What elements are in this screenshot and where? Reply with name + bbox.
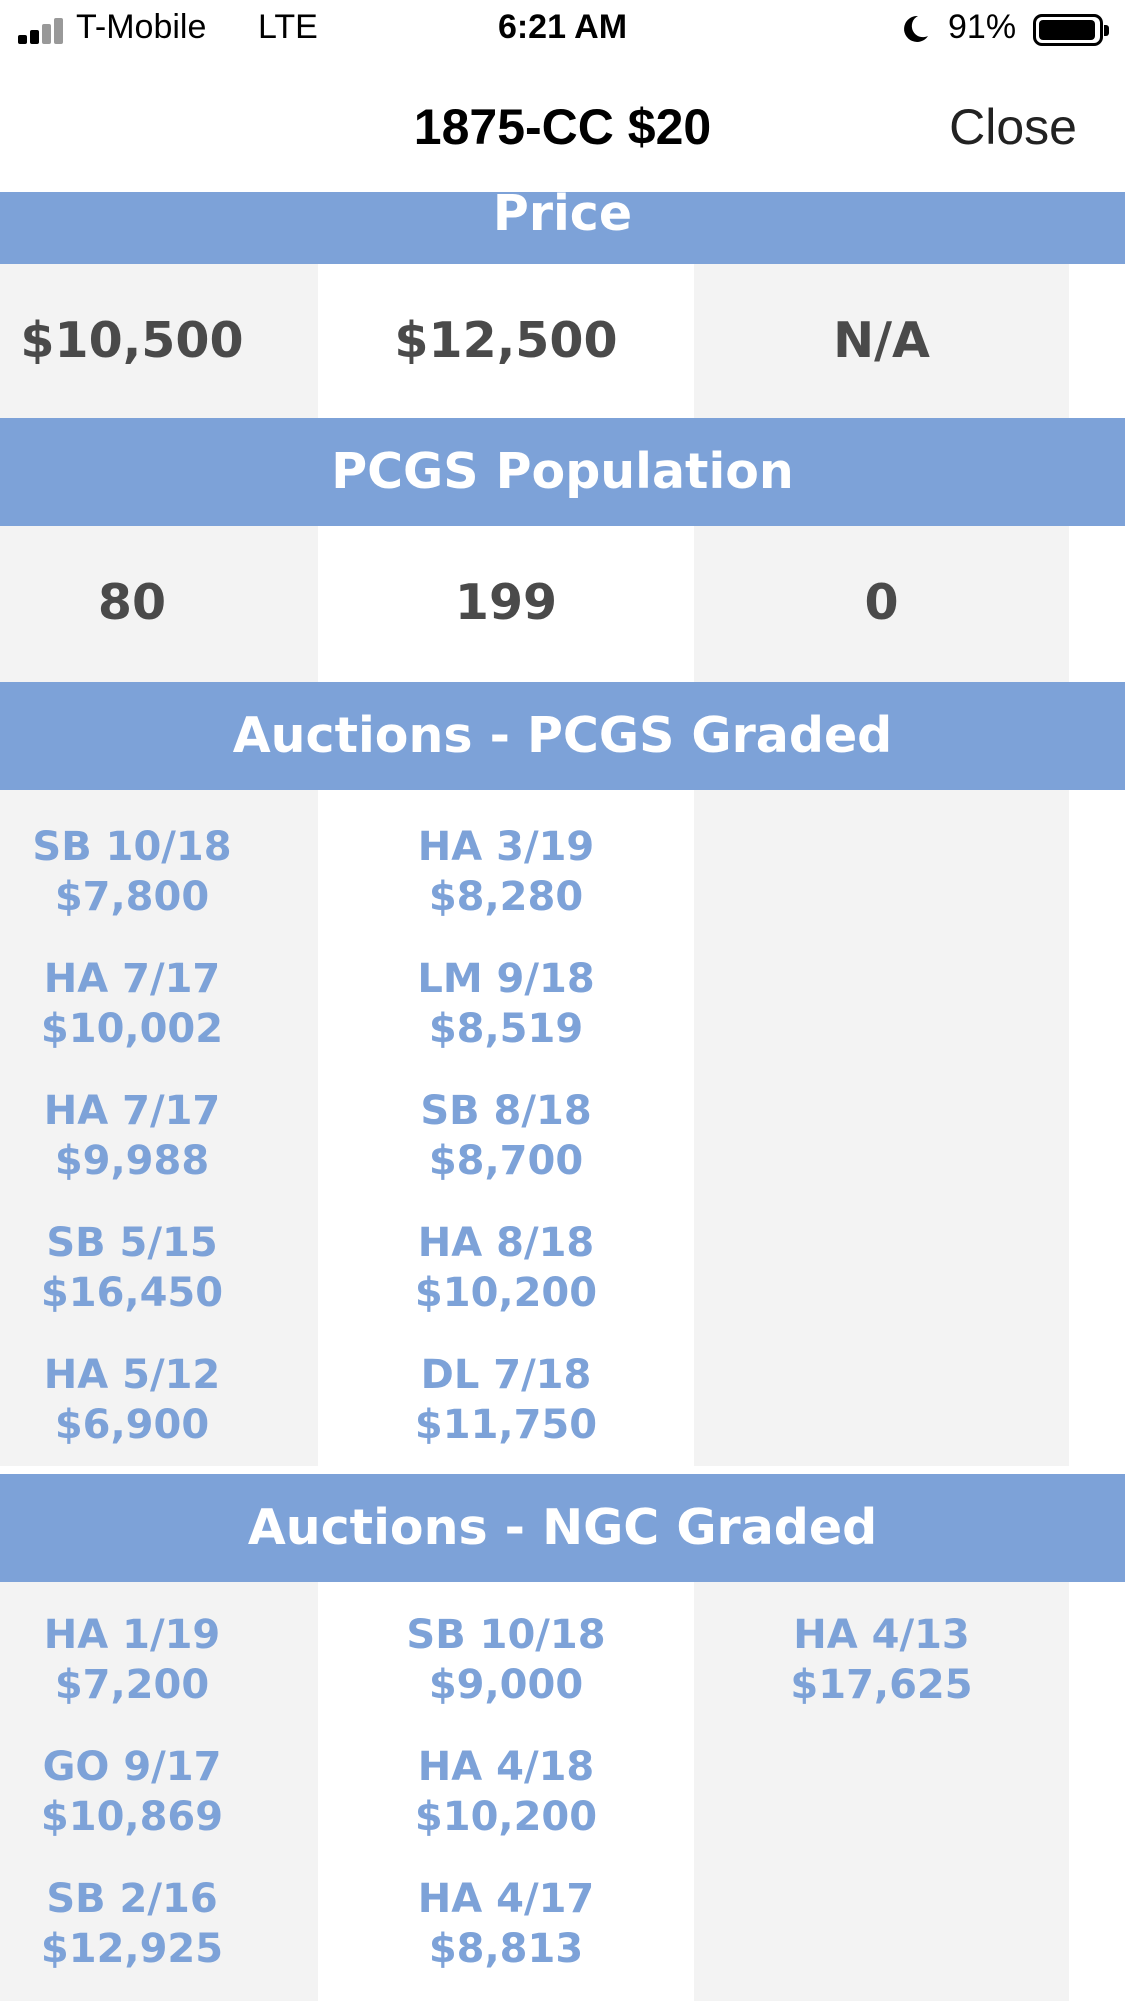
signal-icon (18, 18, 70, 44)
auction-sale: HA 3/19 (417, 824, 595, 870)
auction-price: $8,813 (428, 1926, 584, 1972)
auction-price: $10,869 (40, 1794, 224, 1840)
price-header: Price (0, 189, 1125, 264)
pcgs-auction-entry[interactable]: HA 3/19 $8,280 (318, 822, 694, 954)
auction-price: $7,800 (54, 874, 210, 920)
auction-price: $16,450 (40, 1270, 224, 1316)
auction-sale: HA 7/17 (43, 956, 221, 1002)
auction-price: $6,900 (54, 1402, 210, 1448)
auction-price: $11,750 (414, 1402, 598, 1448)
auction-sale: HA 4/17 (417, 1876, 595, 1922)
pcgs-auction-entry[interactable]: LM 9/18 $8,519 (318, 954, 694, 1086)
population-value: 80 (97, 574, 167, 631)
ngc-auction-column: HA 4/13 $17,625 (694, 1582, 1069, 1742)
pcgs-auction-entry[interactable]: HA 5/12 $6,900 (0, 1350, 264, 1482)
pcgs-auction-entry[interactable]: SB 5/15 $16,450 (0, 1218, 264, 1350)
pcgs-auction-entry[interactable]: DL 7/18 $11,750 (318, 1350, 694, 1482)
navigation-bar: 1875-CC $20 Close (0, 62, 1125, 192)
ngc-auctions-header: Auctions - NGC Graded (0, 1474, 1125, 1582)
auction-price: $8,519 (428, 1006, 584, 1052)
status-time: 6:21 AM (497, 8, 628, 46)
pcgs-auction-column (694, 790, 1069, 822)
auction-price: $10,200 (414, 1794, 598, 1840)
auction-sale: HA 1/19 (43, 1612, 221, 1658)
auction-price: $9,000 (428, 1662, 584, 1708)
pcgs-auction-column: SB 10/18 $7,800 HA 7/17 $10,002 HA 7/17 $9,98… (0, 790, 264, 1482)
ngc-auctions-header-label: Auctions - NGC Graded (247, 1499, 878, 1556)
price-row: $10,500 $12,500 N/A (0, 264, 1125, 418)
price-value: N/A (833, 312, 930, 369)
pcgs-auction-entry[interactable]: HA 7/17 $9,988 (0, 1086, 264, 1218)
ngc-auction-entry[interactable]: GO 9/17 $10,869 (0, 1742, 264, 1874)
page-title: 1875-CC $20 (413, 99, 712, 155)
status-bar: T-Mobile LTE 6:21 AM 91% (0, 0, 1125, 62)
auction-sale: SB 2/16 (46, 1876, 218, 1922)
battery-percentage: 91% (948, 8, 1017, 46)
auction-price: $10,002 (40, 1006, 224, 1052)
ngc-auction-entry[interactable]: HA 4/17 $8,813 (318, 1874, 694, 2006)
auction-price: $8,700 (428, 1138, 584, 1184)
battery-icon (1033, 14, 1109, 46)
pcgs-auction-entry[interactable]: HA 8/18 $10,200 (318, 1218, 694, 1350)
population-value: 0 (864, 574, 899, 631)
pcgs-auction-entry[interactable]: HA 7/17 $10,002 (0, 954, 264, 1086)
pcgs-auction-entry[interactable]: SB 8/18 $8,700 (318, 1086, 694, 1218)
pcgs-auction-entry[interactable]: SB 10/18 $7,800 (0, 822, 264, 954)
auction-sale: SB 5/15 (46, 1220, 218, 1266)
population-header: PCGS Population (0, 418, 1125, 526)
auction-price: $7,200 (54, 1662, 210, 1708)
population-header-label: PCGS Population (331, 443, 794, 500)
ngc-auction-entry[interactable]: HA 4/18 $10,200 (318, 1742, 694, 1874)
auction-price: $8,280 (428, 874, 584, 920)
ngc-auctions-list: HA 1/19 $7,200 GO 9/17 $10,869 SB 2/16 $12,92… (0, 1582, 1125, 2001)
ngc-auction-column: SB 10/18 $9,000 HA 4/18 $10,200 HA 4/17 $8,81… (318, 1582, 694, 2006)
auction-sale: SB 8/18 (420, 1088, 592, 1134)
ngc-auction-entry[interactable]: SB 2/16 $12,925 (0, 1874, 264, 2006)
moon-icon (904, 15, 928, 42)
auction-sale: HA 4/18 (417, 1744, 595, 1790)
pcgs-auctions-list: SB 10/18 $7,800 HA 7/17 $10,002 HA 7/17 $9,98… (0, 790, 1125, 1466)
network-type: LTE (258, 8, 318, 46)
price-value: $10,500 (20, 312, 244, 369)
auction-price: $10,200 (414, 1270, 598, 1316)
population-value: 199 (454, 574, 558, 631)
auction-sale: HA 5/12 (43, 1352, 221, 1398)
pcgs-auctions-header-label: Auctions - PCGS Graded (232, 707, 893, 764)
ngc-auction-column: HA 1/19 $7,200 GO 9/17 $10,869 SB 2/16 $12,92… (0, 1582, 264, 2006)
population-row: 80 199 0 (0, 526, 1125, 682)
auction-sale: SB 10/18 (406, 1612, 606, 1658)
auction-sale: SB 10/18 (32, 824, 232, 870)
auction-sale: GO 9/17 (42, 1744, 222, 1790)
ngc-auction-entry[interactable]: HA 1/19 $7,200 (0, 1610, 264, 1742)
auction-price: $9,988 (54, 1138, 210, 1184)
auction-sale: DL 7/18 (420, 1352, 592, 1398)
auction-sale: LM 9/18 (417, 956, 595, 1002)
price-header-label: Price (492, 185, 633, 242)
auction-sale: HA 7/17 (43, 1088, 221, 1134)
auction-sale: HA 8/18 (417, 1220, 595, 1266)
auction-sale: HA 4/13 (793, 1612, 970, 1658)
price-value: $12,500 (394, 312, 618, 369)
pcgs-auction-column: HA 3/19 $8,280 LM 9/18 $8,519 SB 8/18 $8,700 H… (318, 790, 694, 1482)
ngc-auction-entry[interactable]: SB 10/18 $9,000 (318, 1610, 694, 1742)
carrier-name: T-Mobile (76, 8, 207, 46)
auction-price: $17,625 (790, 1662, 973, 1708)
close-button[interactable]: Close (949, 99, 1077, 155)
ngc-auction-entry[interactable]: HA 4/13 $17,625 (694, 1610, 1069, 1742)
pcgs-auctions-header: Auctions - PCGS Graded (0, 682, 1125, 790)
auction-price: $12,925 (40, 1926, 224, 1972)
